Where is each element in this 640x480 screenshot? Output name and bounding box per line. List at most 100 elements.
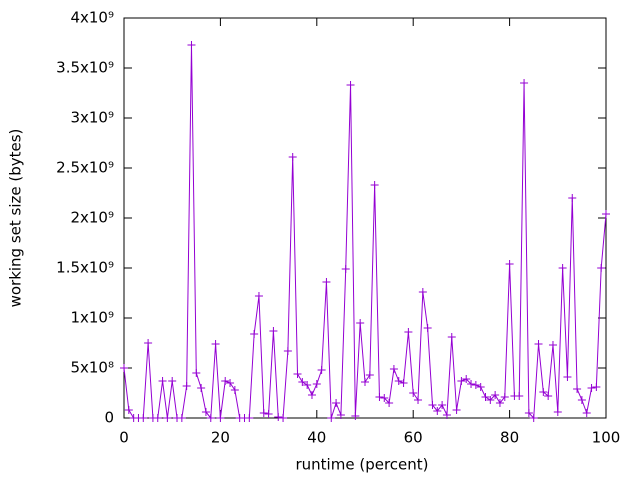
point-marker xyxy=(553,408,562,416)
x-tick-label: 0 xyxy=(119,429,129,447)
point-marker xyxy=(346,81,355,89)
point-marker xyxy=(399,379,408,387)
point-marker xyxy=(274,413,283,421)
point-marker xyxy=(573,385,582,393)
point-marker xyxy=(394,377,403,385)
point-marker xyxy=(221,377,230,385)
point-marker xyxy=(269,327,278,335)
point-marker xyxy=(428,401,437,409)
point-marker xyxy=(120,364,128,372)
point-marker xyxy=(307,391,316,399)
point-marker xyxy=(462,375,471,383)
point-marker xyxy=(332,399,341,407)
point-marker xyxy=(457,377,466,385)
point-marker xyxy=(568,194,577,202)
point-marker xyxy=(177,414,186,422)
point-marker xyxy=(520,79,529,87)
x-tick-label: 20 xyxy=(211,429,230,447)
point-marker xyxy=(414,396,423,404)
y-tick-label: 3x10⁹ xyxy=(70,109,114,127)
point-marker xyxy=(385,399,394,407)
y-tick-label: 2x10⁹ xyxy=(70,209,114,227)
point-marker xyxy=(370,181,379,189)
point-marker xyxy=(182,382,191,390)
point-marker xyxy=(168,377,177,385)
point-marker xyxy=(375,393,384,401)
point-marker xyxy=(597,264,606,272)
point-marker xyxy=(139,414,148,422)
y-tick-label: 2.5x10⁹ xyxy=(56,159,114,177)
point-marker xyxy=(423,324,432,332)
point-marker xyxy=(254,292,263,300)
y-tick-label: 3.5x10⁹ xyxy=(56,59,114,77)
point-marker xyxy=(577,396,586,404)
point-marker xyxy=(336,411,345,419)
point-marker xyxy=(327,414,336,422)
point-marker xyxy=(438,401,447,409)
point-marker xyxy=(544,392,553,400)
point-marker xyxy=(452,406,461,414)
y-tick-label: 1x10⁹ xyxy=(70,309,114,327)
point-marker xyxy=(563,373,572,381)
point-marker xyxy=(201,408,210,416)
point-marker xyxy=(206,414,215,422)
point-marker xyxy=(293,370,302,378)
point-marker xyxy=(409,389,418,397)
point-marker xyxy=(279,414,288,422)
point-marker xyxy=(505,260,514,268)
point-marker xyxy=(264,410,273,418)
point-marker xyxy=(153,414,162,422)
x-tick-label: 40 xyxy=(307,429,326,447)
point-marker xyxy=(303,381,312,389)
point-marker xyxy=(524,409,533,417)
point-marker xyxy=(447,333,456,341)
point-marker xyxy=(192,369,201,377)
point-marker xyxy=(317,366,326,374)
point-marker xyxy=(187,41,196,49)
y-axis-label: working set size (bytes) xyxy=(7,129,25,308)
y-tick-label: 0 xyxy=(104,409,114,427)
data-line xyxy=(123,44,607,420)
point-marker xyxy=(158,377,167,385)
point-marker xyxy=(534,340,543,348)
point-marker xyxy=(548,341,557,349)
point-marker xyxy=(259,409,268,417)
point-marker xyxy=(380,394,389,402)
point-marker xyxy=(230,386,239,394)
x-tick-label: 100 xyxy=(592,429,621,447)
x-tick-label: 60 xyxy=(404,429,423,447)
point-marker xyxy=(529,414,538,422)
point-marker xyxy=(404,328,413,336)
point-marker xyxy=(491,391,500,399)
y-tick-label: 4x10⁹ xyxy=(70,9,114,27)
point-marker xyxy=(418,288,427,296)
point-marker xyxy=(481,393,490,401)
point-marker xyxy=(312,380,321,388)
point-marker xyxy=(163,414,172,422)
point-marker xyxy=(361,378,369,386)
point-marker xyxy=(226,379,235,387)
point-marker xyxy=(476,383,485,391)
x-tick-label: 80 xyxy=(500,429,519,447)
point-marker xyxy=(558,264,567,272)
point-marker xyxy=(486,396,495,404)
point-marker xyxy=(322,278,331,286)
point-marker xyxy=(592,383,601,391)
point-marker xyxy=(500,393,509,401)
point-marker xyxy=(365,371,374,379)
point-marker xyxy=(539,388,548,396)
point-marker xyxy=(211,340,220,348)
point-marker xyxy=(582,409,591,417)
point-marker xyxy=(341,265,350,273)
point-marker xyxy=(298,378,307,386)
point-marker xyxy=(467,380,476,388)
point-marker xyxy=(351,412,360,420)
point-marker xyxy=(197,384,206,392)
point-marker xyxy=(356,319,365,327)
point-marker xyxy=(216,414,225,422)
x-axis-label: runtime (percent) xyxy=(296,456,429,474)
point-marker xyxy=(471,381,480,389)
point-marker xyxy=(124,406,133,414)
y-tick-label: 1.5x10⁹ xyxy=(56,259,114,277)
